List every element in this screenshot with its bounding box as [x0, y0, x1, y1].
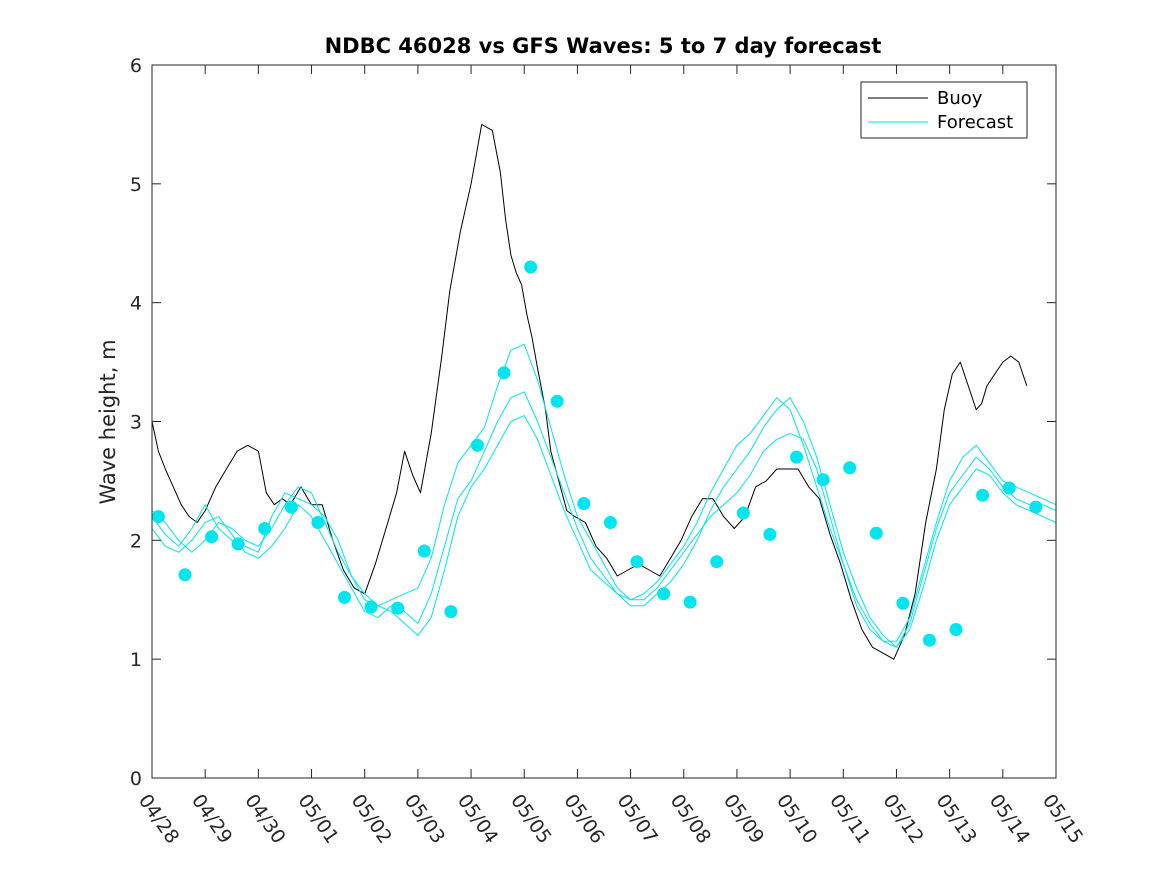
forecast-marker [603, 516, 617, 529]
forecast-marker [364, 600, 378, 614]
y-tick-label: 3 [130, 412, 142, 434]
forecast-marker [869, 526, 883, 540]
forecast-marker [178, 568, 192, 582]
forecast-marker [816, 473, 830, 487]
forecast-marker [763, 527, 777, 541]
forecast-marker [1029, 500, 1043, 514]
forecast-marker [683, 595, 697, 609]
forecast-markers-layer [151, 260, 1043, 647]
forecast-marker [949, 623, 963, 636]
forecast-series-line-2 [151, 391, 1057, 648]
forecast-series-line-1 [151, 343, 1057, 642]
forecast-marker [205, 530, 219, 544]
y-tick-label: 5 [130, 174, 142, 196]
forecast-marker [258, 522, 272, 535]
plot-background [152, 65, 1056, 778]
y-tick-label: 6 [130, 55, 142, 77]
forecast-marker [550, 394, 564, 408]
y-tick-label: 0 [130, 768, 142, 790]
forecast-series-layer [151, 343, 1057, 648]
y-axis-label: Wave height, m [96, 339, 120, 504]
forecast-marker [444, 605, 458, 619]
forecast-marker [524, 260, 538, 274]
chart-title: NDBC 46028 vs GFS Waves: 5 to 7 day fore… [325, 34, 882, 58]
forecast-marker [151, 510, 165, 524]
forecast-marker [470, 438, 484, 452]
forecast-marker [976, 488, 990, 502]
forecast-marker [922, 633, 936, 647]
forecast-marker [417, 544, 431, 558]
legend: Buoy Forecast [860, 81, 1028, 139]
forecast-marker [577, 497, 591, 510]
legend-box [860, 81, 1028, 139]
forecast-marker [338, 590, 351, 604]
forecast-series-line-3 [151, 397, 1057, 648]
forecast-marker [843, 461, 857, 475]
forecast-marker [710, 555, 724, 569]
forecast-marker [284, 500, 298, 514]
forecast-marker [497, 366, 511, 380]
forecast-marker [630, 555, 644, 569]
y-tick-label: 4 [130, 293, 142, 315]
forecast-marker [311, 516, 325, 529]
forecast-marker [736, 506, 750, 520]
legend-buoy-label: Buoy [937, 88, 983, 109]
forecast-marker [231, 537, 245, 551]
forecast-marker [1002, 481, 1016, 495]
forecast-marker [790, 450, 803, 464]
y-tick-label: 1 [130, 649, 142, 671]
forecast-marker [391, 601, 405, 615]
y-tick-label: 2 [130, 530, 142, 552]
y-axis: 0 1 2 3 4 5 6 [130, 55, 1056, 790]
legend-forecast-label: Forecast [937, 112, 1013, 133]
forecast-marker [896, 596, 910, 610]
forecast-marker [657, 587, 671, 601]
